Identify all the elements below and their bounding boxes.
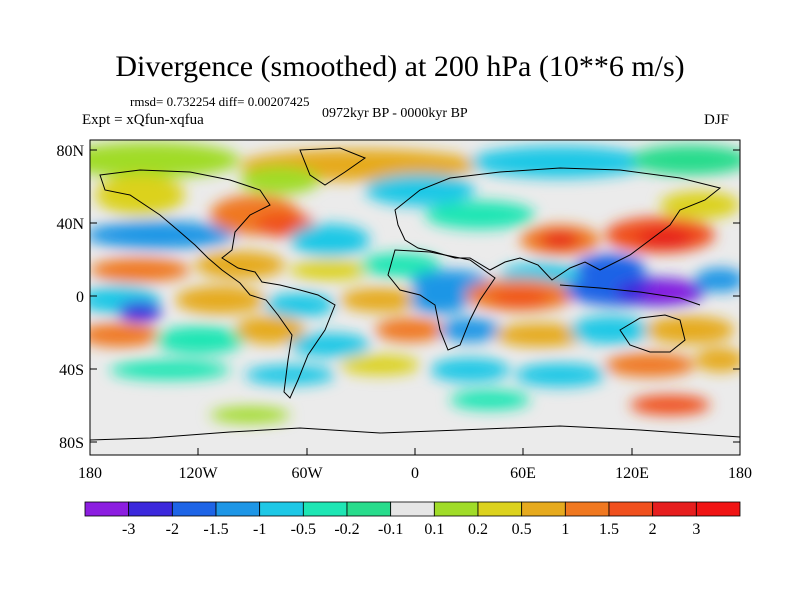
colorbar-swatch — [695, 501, 741, 517]
colorbar-swatch — [215, 501, 261, 517]
lat-label-80n: 80N — [56, 143, 84, 160]
colorbar-swatch — [346, 501, 392, 517]
colorbar-swatch — [390, 501, 435, 517]
lat-label-80s: 80S — [59, 435, 84, 452]
experiment-label: Expt = xQfun-xqfua — [82, 112, 204, 128]
period-label: 0972kyr BP - 0000kyr BP — [322, 106, 468, 121]
map-panel — [90, 140, 740, 455]
colorbar-swatch — [521, 501, 566, 517]
colorbar-label: 1.5 — [599, 521, 619, 538]
colorbar-swatch — [128, 501, 173, 517]
lon-label-60w: 60W — [291, 465, 323, 482]
lon-label-120e: 120E — [615, 465, 649, 482]
colorbar-label: 1 — [561, 521, 569, 538]
longitude-labels: 180 120W 60W 0 60E 120E 180 — [78, 465, 752, 482]
colorbar-label: -0.5 — [291, 521, 316, 538]
colorbar-swatch — [652, 501, 697, 517]
map-title: Divergence (smoothed) at 200 hPa (10**6 … — [115, 50, 685, 83]
lat-label-0: 0 — [76, 289, 84, 306]
colorbar-swatch — [608, 501, 654, 517]
axis-ticks — [90, 149, 740, 455]
colorbar-label: 0.2 — [468, 521, 488, 538]
colorbar-label: 0.5 — [512, 521, 532, 538]
stats-text: rmsd= 0.732254 diff= 0.00207425 — [130, 94, 310, 109]
colorbar-swatch — [259, 501, 304, 517]
colorbar-label: 3 — [692, 521, 700, 538]
colorbar-label: -1 — [253, 521, 266, 538]
lat-label-40s: 40S — [59, 362, 84, 379]
colorbar-swatch — [84, 501, 130, 517]
lon-label-60e: 60E — [510, 465, 536, 482]
colorbar-swatch — [477, 501, 523, 517]
lon-label-180w: 180 — [78, 465, 102, 482]
colorbar-label: -0.2 — [334, 521, 359, 538]
colorbar-label: -3 — [122, 521, 135, 538]
colorbar-labels: -3 -2 -1.5 -1 -0.5 -0.2 -0.1 0.1 0.2 0.5 1 1.5 2 3 — [122, 521, 700, 538]
lon-label-120w: 120W — [178, 465, 218, 482]
lon-label-0: 0 — [411, 465, 419, 482]
colorbar-swatch — [302, 501, 348, 517]
colorbar-label: -0.1 — [378, 521, 403, 538]
coastlines — [90, 147, 740, 441]
lon-label-180e: 180 — [728, 465, 752, 482]
colorbar-label: -1.5 — [203, 521, 228, 538]
colorbar-swatch — [564, 501, 610, 517]
latitude-labels: 80N 40N 0 40S 80S — [56, 143, 84, 452]
colorbar-label: 2 — [649, 521, 657, 538]
season-label: DJF — [704, 112, 730, 128]
colorbar-label: -2 — [166, 521, 179, 538]
colorbar — [84, 501, 741, 517]
lat-label-40n: 40N — [56, 216, 84, 233]
colorbar-swatch — [433, 501, 479, 517]
colorbar-swatch — [171, 501, 217, 517]
colorbar-label: 0.1 — [424, 521, 444, 538]
